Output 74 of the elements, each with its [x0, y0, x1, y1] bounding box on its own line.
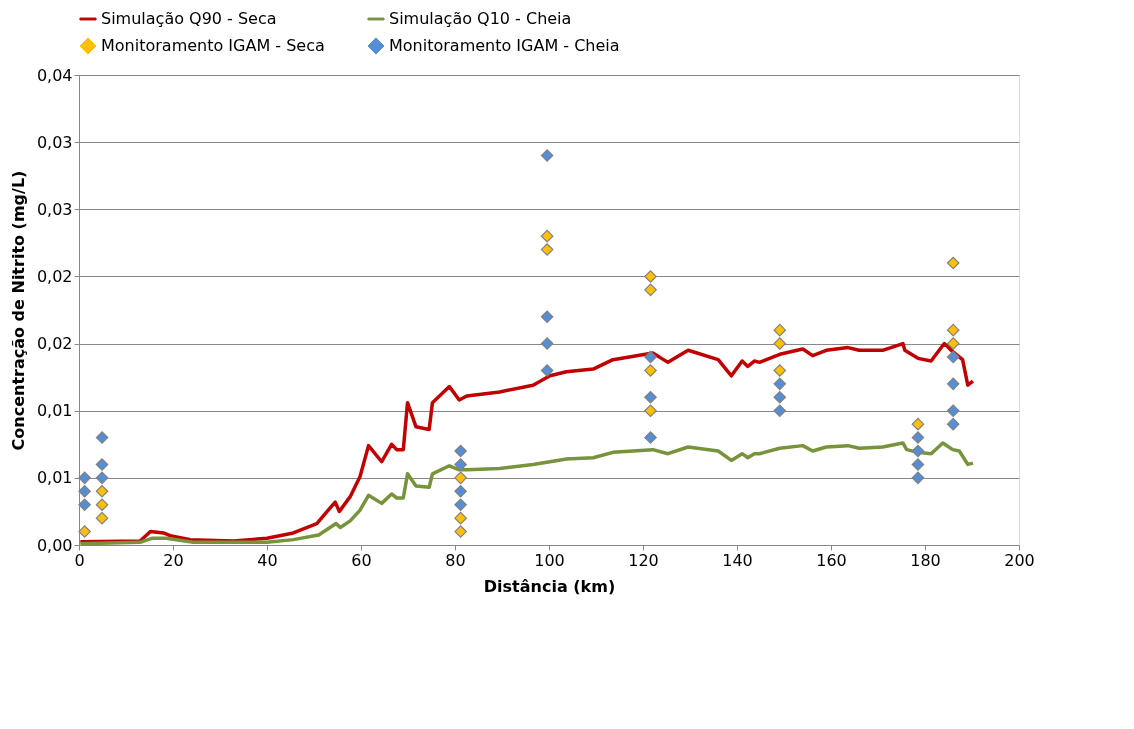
- point: [78, 498, 91, 512]
- point: [946, 337, 960, 350]
- point: [78, 471, 91, 485]
- point: [946, 350, 960, 364]
- x-tick-label: 60: [351, 550, 372, 570]
- point: [911, 471, 925, 485]
- point: [95, 484, 109, 498]
- point: [946, 417, 960, 431]
- point: [95, 511, 109, 525]
- point: [946, 404, 960, 418]
- y-axis-title: Concentração de Nitrito (mg/L): [8, 170, 28, 451]
- point: [540, 243, 554, 256]
- point: [540, 149, 554, 162]
- point: [644, 390, 657, 404]
- point: [773, 390, 787, 404]
- point: [946, 377, 960, 391]
- point: [773, 337, 787, 350]
- x-tick-label: 120: [628, 550, 659, 570]
- y-tick-label: 0,03: [36, 132, 73, 152]
- point: [78, 525, 91, 538]
- y-tick-label: 0,01: [36, 468, 73, 488]
- point: [911, 444, 925, 458]
- point: [540, 337, 554, 350]
- x-tick-label: 200: [1004, 550, 1035, 570]
- x-tick-label: 140: [722, 550, 753, 570]
- point: [95, 498, 109, 512]
- point: [644, 404, 657, 418]
- y-tick-label: 0,04: [36, 65, 73, 85]
- x-tick-label: 0: [74, 550, 85, 570]
- x-tick-label: 100: [534, 550, 565, 570]
- y-tick-label: 0,01: [36, 401, 73, 421]
- y-tick-label: 0,02: [36, 334, 73, 354]
- point: [95, 458, 109, 471]
- point: [454, 458, 467, 471]
- legend-label: Monitoramento IGAM - Cheia: [389, 36, 620, 55]
- point: [946, 323, 960, 337]
- legend-label: Monitoramento IGAM - Seca: [101, 36, 325, 55]
- y-tick-label: 0,02: [36, 266, 73, 286]
- point: [644, 431, 657, 444]
- point: [540, 229, 554, 243]
- legend-label: Simulação Q10 - Cheia: [389, 9, 572, 28]
- point: [454, 511, 467, 525]
- point: [911, 431, 925, 444]
- point: [78, 484, 91, 498]
- y-tick-label: 0,00: [36, 535, 73, 555]
- point: [773, 377, 787, 391]
- point: [911, 417, 925, 431]
- x-tick-label: 20: [163, 550, 184, 570]
- y-tick-label: 0,03: [36, 199, 73, 219]
- line-series: [78, 441, 975, 546]
- point: [644, 283, 657, 297]
- point: [773, 323, 787, 337]
- point: [773, 404, 787, 418]
- point: [454, 484, 467, 498]
- point: [454, 498, 467, 512]
- x-axis-title: Distância (km): [483, 576, 616, 596]
- point: [911, 458, 925, 471]
- x-tick-label: 40: [257, 550, 278, 570]
- legend-label: Simulação Q90 - Seca: [101, 9, 277, 28]
- point: [946, 256, 960, 270]
- point: [454, 525, 467, 538]
- point: [644, 350, 657, 364]
- point: [644, 270, 657, 283]
- x-tick-label: 80: [445, 550, 466, 570]
- x-tick-label: 180: [910, 550, 941, 570]
- point: [454, 444, 467, 458]
- point: [773, 364, 787, 377]
- point: [540, 310, 554, 324]
- point: [540, 364, 554, 377]
- x-tick-label: 160: [816, 550, 847, 570]
- point: [454, 471, 467, 485]
- point: [644, 364, 657, 377]
- point: [95, 431, 109, 444]
- point: [95, 471, 109, 485]
